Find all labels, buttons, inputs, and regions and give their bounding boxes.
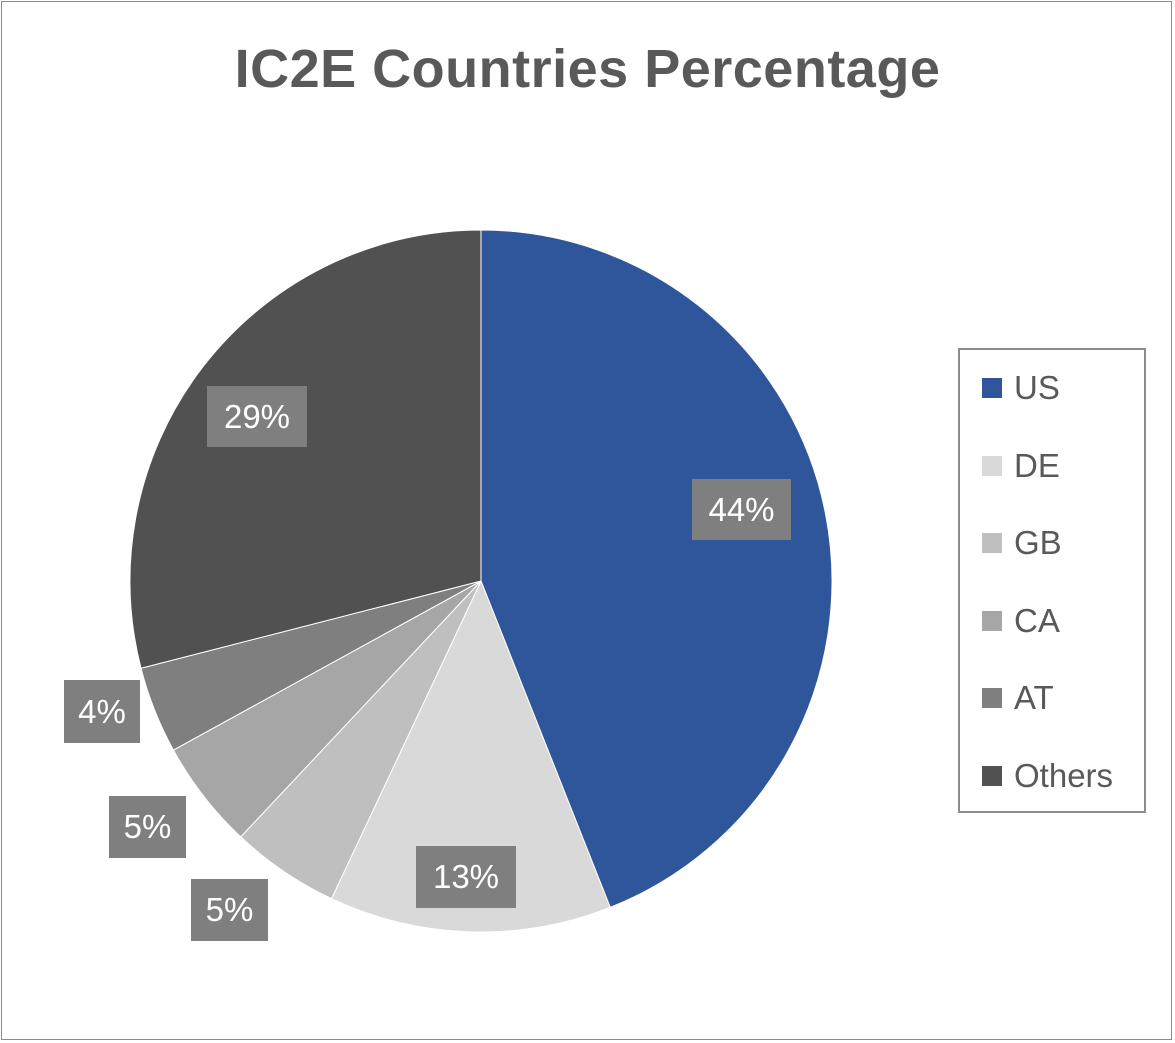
pie-slice-others bbox=[129, 229, 482, 669]
legend-label: GB bbox=[1014, 524, 1062, 561]
legend-label: AT bbox=[1014, 679, 1054, 716]
legend-item-ca: CA bbox=[982, 601, 1060, 641]
legend-label: Others bbox=[1014, 756, 1114, 794]
legend-item-at: AT bbox=[982, 678, 1054, 718]
legend-item-others: Others bbox=[982, 756, 1113, 796]
legend-swatch bbox=[982, 533, 1002, 553]
legend-item-de: DE bbox=[982, 446, 1060, 486]
legend-swatch bbox=[982, 765, 1002, 786]
data-label-gb: 5% bbox=[191, 879, 268, 941]
legend-item-gb: GB bbox=[982, 523, 1062, 563]
legend-label: CA bbox=[1014, 601, 1060, 639]
data-label-de: 13% bbox=[416, 846, 516, 908]
legend-swatch bbox=[982, 688, 1002, 708]
legend-label: DE bbox=[1014, 446, 1060, 484]
data-label-us: 44% bbox=[692, 479, 791, 540]
chart-title: IC2E Countries Percentage bbox=[234, 39, 941, 99]
legend-swatch bbox=[982, 455, 1002, 476]
pie-slice-us bbox=[480, 229, 833, 909]
legend: US DE GB CA AT Others bbox=[958, 348, 1146, 813]
data-label-ca: 5% bbox=[109, 796, 186, 858]
legend-swatch bbox=[982, 378, 1002, 398]
pie-slice-de bbox=[330, 579, 611, 933]
legend-swatch bbox=[982, 610, 1002, 631]
legend-item-us: US bbox=[982, 368, 1060, 408]
data-label-at: 4% bbox=[64, 680, 140, 743]
data-label-others: 29% bbox=[207, 386, 307, 447]
legend-label: US bbox=[1014, 369, 1060, 406]
